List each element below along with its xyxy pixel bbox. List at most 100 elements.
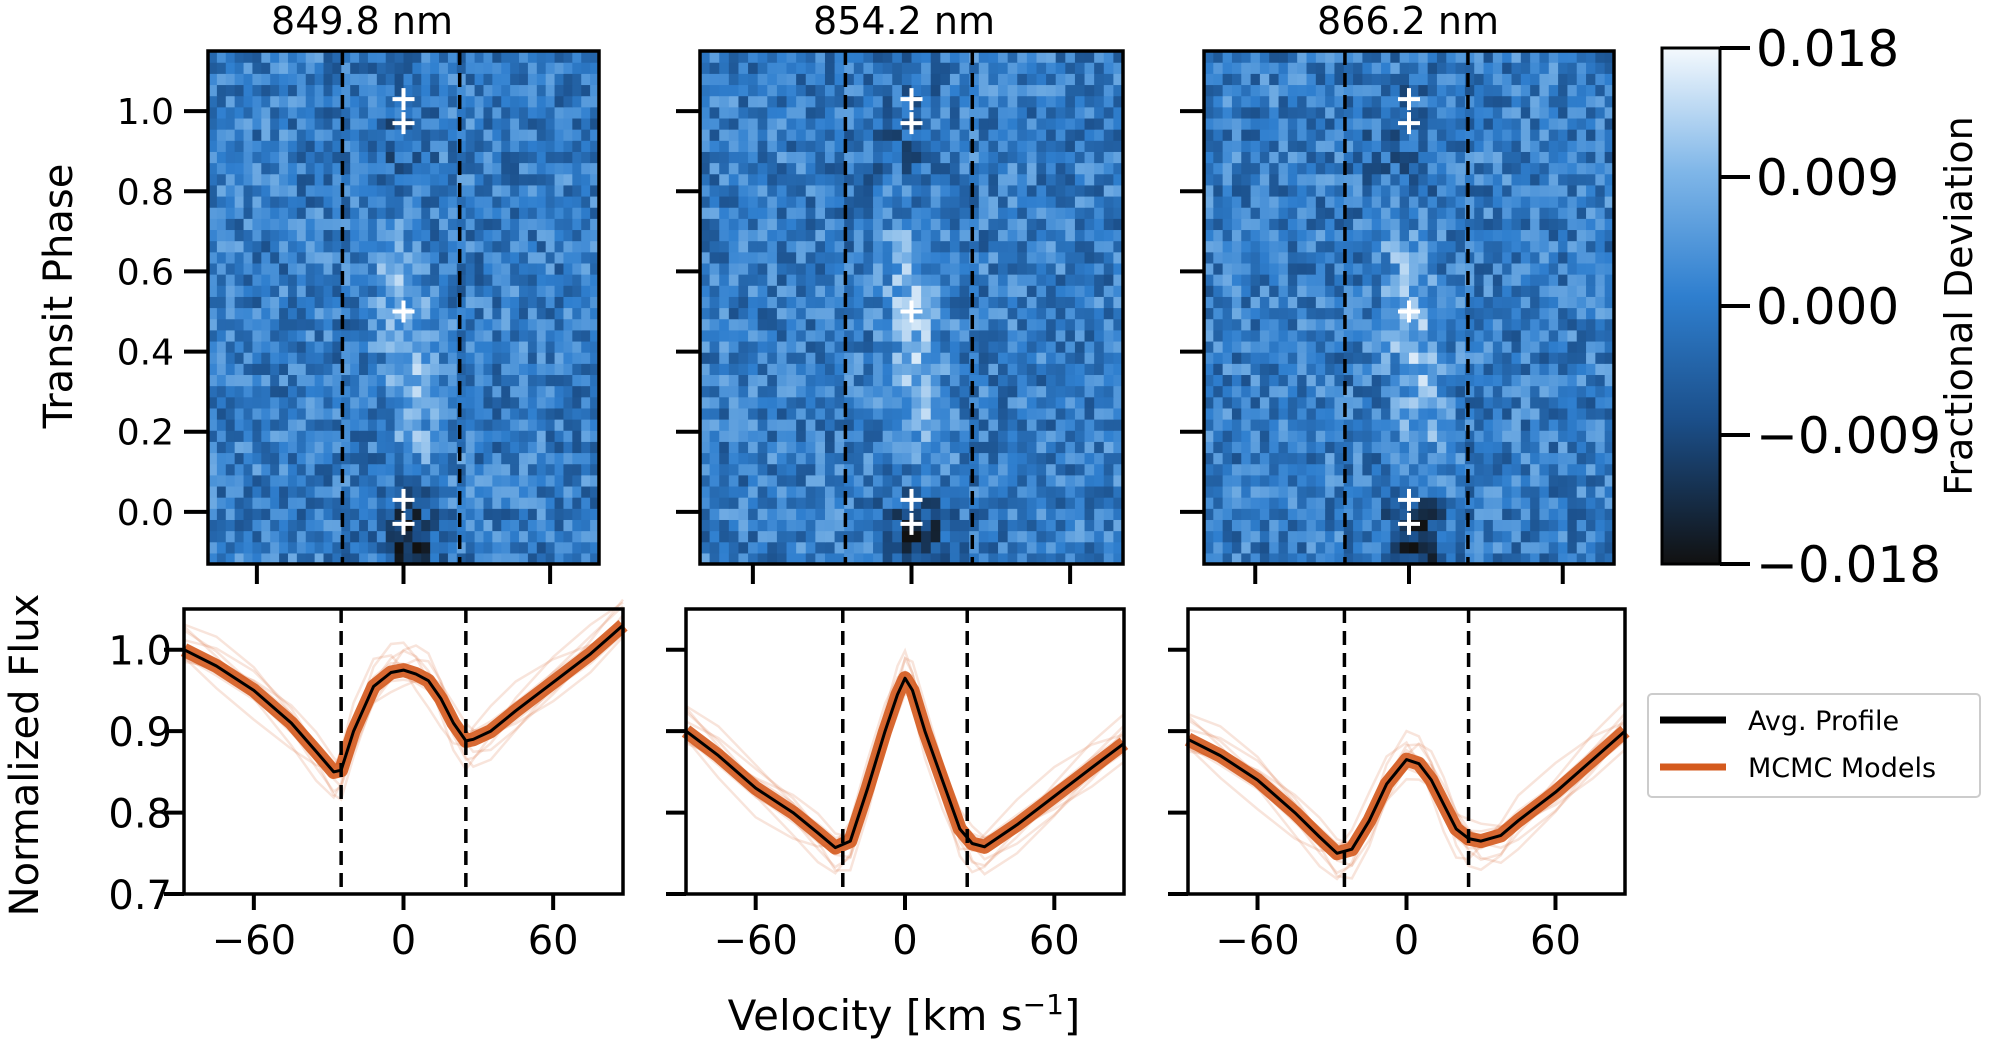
heatmap-cell — [554, 430, 565, 442]
heatmap-cell — [959, 151, 970, 164]
heatmap-cell — [1094, 541, 1105, 554]
heatmap-cell — [776, 285, 788, 297]
heatmap-cell — [208, 474, 218, 487]
heatmap-cell — [323, 251, 334, 264]
heatmap-cell — [728, 396, 740, 409]
heatmap-cell — [1586, 552, 1596, 565]
heatmap-cell — [243, 329, 254, 342]
heatmap-cell — [563, 240, 573, 253]
heatmap-cell — [700, 407, 711, 420]
heatmap-cell — [252, 485, 262, 498]
heatmap-cell — [1567, 519, 1578, 532]
heatmap-cell — [1065, 62, 1076, 74]
heatmap-cell — [225, 541, 236, 554]
heatmap-cell — [376, 307, 387, 320]
heatmap-cell — [1586, 474, 1596, 487]
heatmap-cell — [421, 218, 431, 231]
heatmap-cell — [501, 485, 511, 498]
heatmap-cell — [959, 374, 970, 387]
heatmap-cell — [323, 519, 334, 532]
heatmap-cell — [1492, 463, 1503, 476]
heatmap-cell — [1017, 452, 1028, 465]
heatmap-cell — [305, 363, 316, 376]
heatmap-cell — [863, 474, 874, 487]
heatmap-cell — [287, 485, 298, 498]
heatmap-cell — [1567, 441, 1578, 454]
heatmap-cell — [863, 51, 874, 63]
heatmap-cell — [1530, 508, 1541, 520]
heatmap-cell — [853, 240, 865, 253]
heatmap-cell — [892, 62, 903, 74]
heatmap-cell — [911, 73, 922, 86]
heatmap-cell — [1595, 463, 1606, 476]
heatmap-cell — [270, 497, 280, 509]
heatmap-cell — [1427, 463, 1438, 476]
heatmap-cell — [1103, 497, 1114, 509]
heatmap-cell — [216, 385, 227, 398]
heatmap-cell — [545, 385, 556, 398]
heatmap-cell — [748, 218, 759, 231]
heatmap-cell — [483, 251, 493, 264]
heatmap-cell — [261, 363, 271, 376]
heatmap-cell — [1259, 419, 1270, 431]
heatmap-cell — [1390, 407, 1401, 420]
heatmap-cell — [279, 251, 289, 264]
heatmap-cell — [1103, 441, 1114, 454]
heatmap-cell — [776, 51, 788, 63]
heatmap-cell — [815, 140, 826, 152]
heatmap-cell — [287, 340, 298, 353]
heatmap-cell — [590, 140, 600, 152]
heatmap-cell — [1297, 552, 1308, 565]
heatmap-cell — [252, 151, 262, 164]
heatmap-cell — [1353, 485, 1364, 498]
heatmap-cell — [314, 552, 325, 565]
heatmap-cell — [545, 363, 556, 376]
heatmap-cell — [959, 419, 970, 431]
heatmap-cell — [536, 73, 547, 86]
heatmap-cell — [1474, 508, 1485, 520]
heatmap-cell — [1371, 407, 1382, 420]
heatmap-cell — [545, 251, 556, 264]
heatmap-cell — [243, 162, 254, 175]
heatmap-cell — [892, 541, 903, 554]
heatmap-cell — [738, 497, 749, 509]
heatmap-cell — [581, 84, 591, 97]
heatmap-cell — [1017, 463, 1028, 476]
heatmap-cell — [882, 51, 893, 63]
heatmap-cell — [1074, 363, 1086, 376]
heatmap-cell — [1576, 352, 1587, 364]
heatmap-cell — [1520, 340, 1531, 353]
heatmap-cell — [1306, 340, 1317, 353]
heatmap-cell — [216, 396, 227, 409]
heatmap-cell — [748, 251, 759, 264]
heatmap-cell — [1576, 508, 1587, 520]
heatmap-cell — [1278, 374, 1289, 387]
heatmap-cell — [796, 73, 807, 86]
heatmap-cell — [1381, 374, 1391, 387]
heatmap-cell — [969, 329, 980, 342]
heatmap-cell — [581, 240, 591, 253]
heatmap-cell — [796, 519, 807, 532]
heatmap-cell — [1084, 407, 1095, 420]
heatmap-cell — [1055, 530, 1066, 543]
heatmap-cell — [719, 262, 730, 275]
heatmap-cell — [279, 184, 289, 197]
heatmap-cell — [394, 541, 405, 554]
heatmap-cell — [403, 340, 413, 353]
heatmap-cell — [719, 430, 730, 442]
heatmap-cell — [978, 318, 990, 331]
heatmap-cell — [844, 508, 855, 520]
heatmap-cell — [757, 218, 768, 231]
heatmap-cell — [1055, 95, 1066, 108]
heatmap-cell — [940, 318, 951, 331]
heatmap-cell — [700, 162, 711, 175]
heatmap-cell — [873, 519, 884, 532]
heatmap-cell — [234, 218, 245, 231]
heatmap-cell — [709, 519, 720, 532]
heatmap-cell — [824, 62, 836, 74]
heatmap-cell — [1269, 452, 1280, 465]
heatmap-cell — [844, 129, 855, 141]
heatmap-cell — [1241, 519, 1252, 532]
heatmap-cell — [403, 441, 413, 454]
heatmap-cell — [572, 140, 582, 152]
